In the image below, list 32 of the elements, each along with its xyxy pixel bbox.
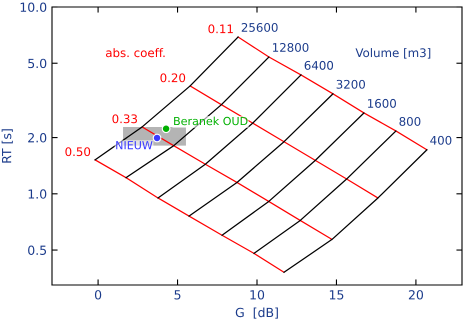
y-tick-label: 0.5 — [28, 246, 46, 255]
series-label: 0.50 — [65, 147, 90, 156]
series-label: 0.20 — [160, 73, 186, 82]
line-series — [94, 159, 285, 273]
y-axis-title: RT [s] — [2, 129, 13, 163]
x-tick-label: 0 — [94, 290, 102, 300]
series-label: 1600 — [368, 98, 396, 108]
series-label: Beranek OUD — [174, 116, 248, 126]
x-axis-title: G [dB] — [236, 308, 278, 319]
x-tick-label: 20 — [408, 290, 424, 300]
line-series — [221, 112, 365, 236]
series-label: 0.11 — [208, 24, 233, 34]
annotation: Volume [m3] — [355, 48, 430, 59]
series-label: 25600 — [242, 22, 278, 32]
y-tick-label: 2.0 — [28, 133, 46, 143]
x-tick-label: 10 — [250, 290, 264, 300]
series-label: 6400 — [304, 60, 334, 70]
line-series — [253, 130, 397, 254]
x-tick-label: 5 — [174, 290, 180, 300]
line-series — [157, 74, 302, 199]
y-tick-label: 5.0 — [28, 58, 46, 68]
y-tick-label: 1.0 — [28, 189, 46, 199]
legend-label: 400 — [430, 136, 452, 145]
series-label: 800 — [399, 116, 420, 126]
annotation: abs. coeff. — [106, 48, 165, 58]
series-label: 0.33 — [112, 114, 137, 124]
line-series — [283, 149, 428, 273]
series-label: 3200 — [336, 80, 365, 89]
y-tick-label: 10.0 — [20, 2, 46, 12]
series-label: NIEUW — [116, 141, 153, 150]
series-label: 12800 — [272, 43, 308, 52]
x-tick-label: 15 — [330, 290, 344, 300]
